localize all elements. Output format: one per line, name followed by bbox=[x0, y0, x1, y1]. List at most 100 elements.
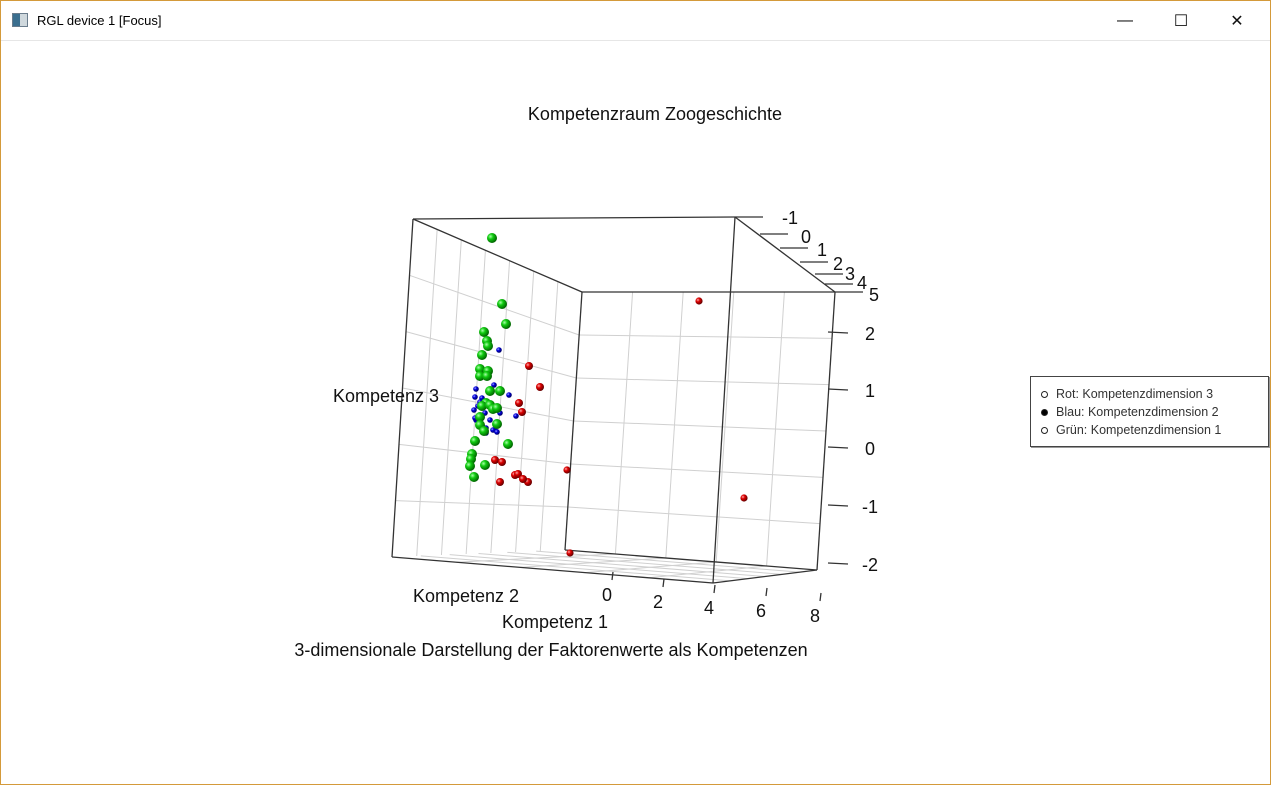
data-point-green bbox=[501, 319, 511, 329]
data-point-green bbox=[503, 439, 513, 449]
box-edge bbox=[412, 216, 736, 220]
data-point-blue bbox=[506, 392, 512, 398]
hollow-dot-icon bbox=[1041, 426, 1048, 434]
grid-line bbox=[536, 550, 800, 573]
grid-line bbox=[570, 463, 824, 478]
z-tick-label: -2 bbox=[862, 555, 878, 575]
close-button[interactable]: ✕ bbox=[1230, 12, 1244, 30]
box-edge bbox=[734, 216, 836, 293]
grid-line bbox=[420, 555, 731, 582]
box-edge bbox=[391, 218, 414, 558]
data-point-green bbox=[495, 386, 505, 396]
z-tick bbox=[827, 331, 849, 334]
data-point-red bbox=[515, 399, 523, 407]
grid-line bbox=[449, 554, 748, 580]
maximize-button[interactable]: ☐ bbox=[1173, 12, 1189, 30]
x-axis-label: Kompetenz 1 bbox=[502, 612, 608, 632]
data-point-blue bbox=[471, 407, 477, 413]
data-point-blue bbox=[487, 417, 493, 423]
z-tick bbox=[827, 446, 849, 449]
grid-line bbox=[715, 291, 735, 563]
grid-line bbox=[665, 291, 684, 559]
y-tick-label: -1 bbox=[782, 208, 798, 228]
title-bar: RGL device 1 [Focus] — ☐ ✕ bbox=[1, 1, 1270, 41]
data-point-green bbox=[480, 460, 490, 470]
data-point-green bbox=[477, 401, 487, 411]
data-point-green bbox=[482, 371, 492, 381]
y-tick-label: 4 bbox=[857, 273, 867, 293]
data-point-green bbox=[483, 341, 493, 351]
grid-lines bbox=[395, 229, 833, 582]
y-tick-label: 3 bbox=[845, 264, 855, 284]
box-edge bbox=[712, 569, 818, 584]
grid-line bbox=[507, 551, 783, 575]
x-tick bbox=[765, 587, 768, 597]
data-point-blue bbox=[472, 394, 478, 400]
grid-line bbox=[398, 443, 571, 465]
grid-line bbox=[766, 291, 785, 567]
y-tick-label: 1 bbox=[817, 240, 827, 260]
x-tick bbox=[819, 592, 822, 602]
data-point-green bbox=[492, 419, 502, 429]
data-point-green bbox=[470, 436, 480, 446]
box-edge bbox=[391, 556, 714, 584]
z-tick-label: 0 bbox=[865, 439, 875, 459]
data-point-green bbox=[475, 371, 485, 381]
data-point-green bbox=[475, 364, 485, 374]
x-tick bbox=[713, 584, 716, 594]
window-title: RGL device 1 [Focus] bbox=[37, 13, 162, 28]
data-point-red bbox=[695, 297, 703, 305]
data-point-blue bbox=[491, 382, 497, 388]
data-point-green bbox=[465, 461, 475, 471]
y-tick-label: 2 bbox=[833, 254, 843, 274]
data-point-red bbox=[563, 466, 571, 474]
z-tick-label: -1 bbox=[862, 497, 878, 517]
data-point-blue bbox=[513, 413, 519, 419]
x-tick bbox=[611, 571, 614, 581]
x-tick-label: 6 bbox=[756, 601, 766, 621]
legend-item-blue: Blau: Kompetenzdimension 2 bbox=[1041, 405, 1219, 419]
data-point-red bbox=[498, 458, 506, 466]
grid-line bbox=[405, 331, 577, 379]
data-point-red bbox=[740, 494, 748, 502]
filled-dot-icon bbox=[1041, 408, 1048, 416]
data-point-blue bbox=[494, 429, 500, 435]
x-tick bbox=[662, 578, 665, 588]
data-point-green bbox=[477, 350, 487, 360]
grid-line bbox=[576, 377, 830, 386]
bounding-box bbox=[391, 216, 836, 584]
x-tick-label: 4 bbox=[704, 598, 714, 618]
grid-line bbox=[579, 334, 833, 339]
grid-line bbox=[395, 500, 568, 508]
data-point-green bbox=[485, 386, 495, 396]
y-tick-label: 0 bbox=[801, 227, 811, 247]
data-point-green bbox=[479, 327, 489, 337]
legend: Rot: Kompetenzdimension 3 Blau: Kompeten… bbox=[1030, 376, 1269, 447]
y-tick-label: 5 bbox=[869, 285, 879, 305]
legend-item-red: Rot: Kompetenzdimension 3 bbox=[1041, 387, 1213, 401]
grid-line bbox=[409, 274, 580, 336]
data-point-blue bbox=[496, 347, 502, 353]
data-point-red bbox=[566, 549, 574, 557]
box-edge bbox=[564, 549, 818, 571]
box-edge bbox=[564, 291, 583, 551]
data-point-red bbox=[496, 478, 504, 486]
grid-line bbox=[573, 420, 827, 432]
minimize-button[interactable]: — bbox=[1117, 11, 1133, 29]
z-axis-label: Kompetenz 3 bbox=[333, 386, 439, 406]
data-point-red bbox=[514, 470, 522, 478]
app-icon bbox=[12, 13, 28, 27]
z-tick-label: 1 bbox=[865, 381, 875, 401]
z-tick bbox=[827, 562, 849, 565]
data-point-green bbox=[492, 403, 502, 413]
box-edge bbox=[712, 216, 736, 584]
data-point-red bbox=[518, 408, 526, 416]
grid-line bbox=[614, 291, 634, 555]
grid-line bbox=[567, 506, 821, 525]
x-tick-label: 8 bbox=[810, 606, 820, 626]
x-tick-label: 0 bbox=[602, 585, 612, 605]
z-tick-label: 2 bbox=[865, 324, 875, 344]
chart-subtitle: 3-dimensionale Darstellung der Faktorenw… bbox=[294, 640, 807, 660]
y-axis-label: Kompetenz 2 bbox=[413, 586, 519, 606]
